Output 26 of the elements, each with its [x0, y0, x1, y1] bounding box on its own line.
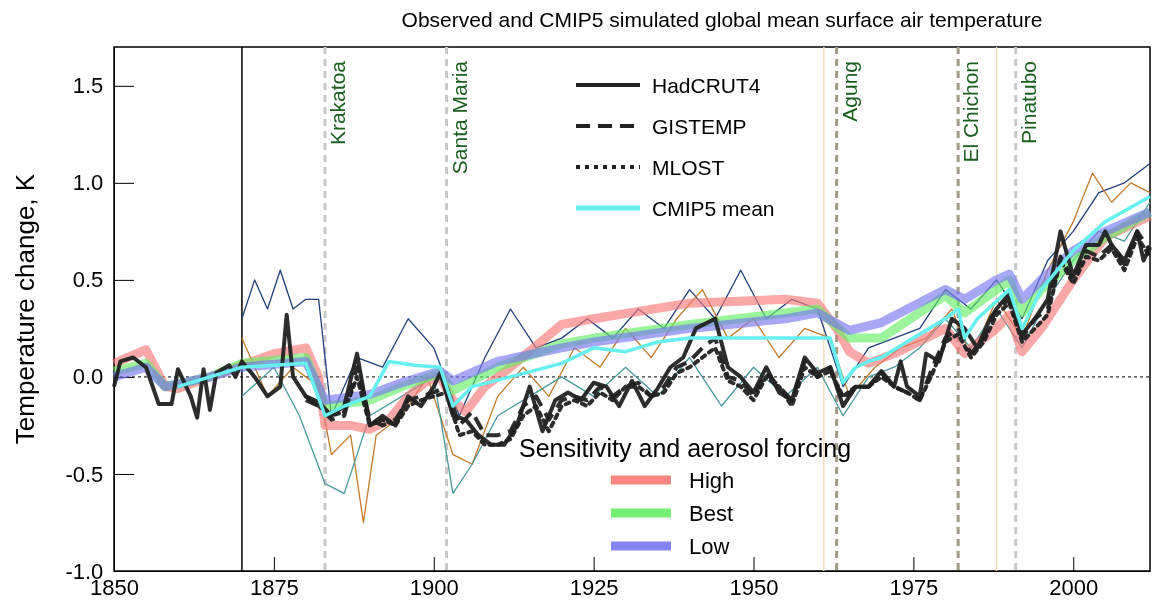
y-tick-label: 1.5: [72, 73, 104, 99]
legend-label: CMIP5 mean: [652, 197, 775, 220]
y-tick-label: 1.0: [72, 170, 104, 196]
legend-label: High: [689, 468, 735, 493]
y-axis-title: Temperature change, K: [10, 173, 40, 445]
x-tick-label: 1900: [409, 574, 459, 600]
legend-label: MLOST: [652, 156, 725, 179]
ref-line-label: Agung: [837, 61, 861, 122]
ref-line-label: El Chichon: [959, 61, 983, 163]
ref-line-label: Santa Maria: [447, 60, 471, 175]
y-tick-label: 0.0: [72, 364, 104, 390]
legend-label: Best: [689, 501, 734, 526]
chart-title: Observed and CMIP5 simulated global mean surface air temperature: [401, 8, 1043, 31]
legend-label: Low: [689, 534, 730, 559]
legend-label: HadCRUT4: [652, 74, 761, 97]
ref-line-label: Pinatubo: [1016, 61, 1040, 144]
legend-title: Sensitivity and aerosol forcing: [519, 434, 852, 462]
x-tick-label: 2000: [1049, 574, 1099, 600]
x-tick-label: 1925: [569, 574, 619, 600]
ref-line-label: Krakatoa: [326, 60, 350, 146]
x-tick-label: 1875: [249, 574, 299, 600]
legend-label: GISTEMP: [652, 115, 747, 138]
y-tick-label: -0.5: [65, 461, 104, 487]
x-tick-label: 1950: [729, 574, 779, 600]
y-tick-label: 0.5: [72, 267, 104, 293]
x-tick-label: 1975: [889, 574, 939, 600]
